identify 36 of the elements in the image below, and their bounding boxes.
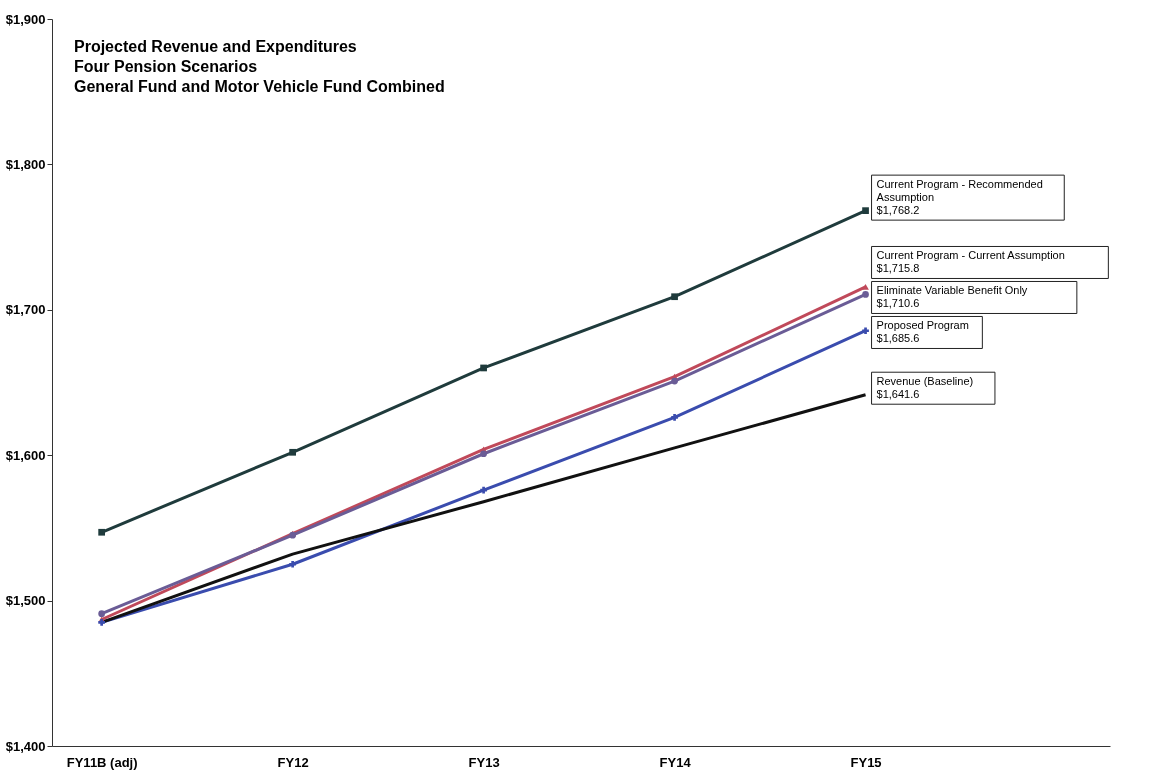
x-tick-label: FY14 (659, 754, 692, 770)
point (98, 528, 106, 536)
data-label: $1,685.6 (876, 331, 920, 344)
data-label: $1,641.6 (876, 387, 920, 400)
data-label: $1,715.8 (876, 261, 920, 274)
text: Projected Revenue and Expenditures Four Pension Scenarios General Fund and Motor Vehicle Fund Combined (74, 38, 445, 95)
point (862, 283, 869, 290)
y-tick-label: $1,700 (5, 302, 46, 318)
point (862, 291, 869, 298)
point (671, 414, 678, 421)
data-label: $1,710.6 (876, 296, 920, 309)
point (671, 377, 678, 385)
x-tick-label: FY11B (adj) (66, 754, 138, 770)
x-tick-label: FY12 (277, 754, 309, 770)
y-tick-label: $1,500 (5, 593, 46, 609)
y-tick-label: $1,400 (5, 738, 46, 754)
point (98, 610, 106, 618)
point (671, 293, 678, 301)
point (289, 560, 296, 568)
series-label: Proposed Program (876, 318, 969, 331)
point (862, 327, 869, 335)
point (480, 486, 487, 494)
text: Current Program - Current Assumption (876, 248, 1065, 261)
data-label: $1,768.2 (876, 203, 920, 216)
series-label: Current Program - Recommended Assumption (876, 177, 1043, 203)
x-tick-label: FY15 (850, 754, 882, 770)
x-tick-label: FY13 (468, 754, 500, 770)
y-tick-label: $1,900 (5, 11, 46, 27)
point (480, 450, 487, 458)
series-label: Eliminate Variable Benefit Only (876, 283, 1028, 296)
point (862, 207, 869, 214)
y-tick-label: $1,600 (5, 447, 46, 463)
point (480, 364, 487, 372)
series-label: Revenue (Baseline) (876, 374, 974, 387)
y-tick-label: $1,800 (5, 156, 46, 172)
point (289, 448, 296, 456)
